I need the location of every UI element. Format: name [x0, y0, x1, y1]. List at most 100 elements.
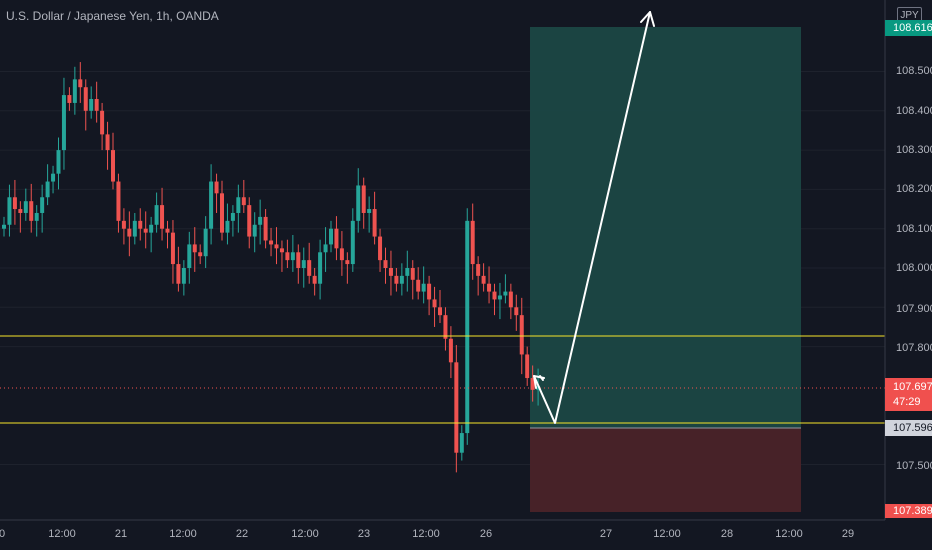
entry-price-label: 107.596: [885, 420, 932, 436]
candle-up: [181, 268, 186, 284]
candle-up: [367, 209, 372, 213]
candle-up: [252, 224, 257, 237]
candle-down: [176, 264, 181, 284]
candle-down: [443, 315, 448, 339]
time-tick: 12:00: [775, 528, 803, 540]
profit-zone: [530, 27, 801, 428]
projection-arrow[interactable]: [533, 11, 655, 424]
candle-up: [497, 295, 502, 300]
candle-down: [487, 283, 492, 292]
candle-down: [160, 205, 165, 229]
candle-up: [56, 150, 61, 174]
chart-title: U.S. Dollar / Japanese Yen, 1h, OANDA: [6, 9, 219, 23]
candle-up: [503, 291, 508, 296]
time-tick: 29: [841, 528, 855, 540]
candle-down: [263, 216, 268, 241]
candle-up: [230, 212, 235, 221]
candle-down: [383, 260, 388, 268]
candle-up: [34, 212, 39, 221]
candle-up: [350, 220, 355, 265]
time-tick: 12:00: [291, 528, 319, 540]
time-tick: 0: [0, 528, 6, 540]
candle-down: [198, 252, 203, 257]
candle-up: [203, 228, 208, 257]
time-tick: 12:00: [48, 528, 76, 540]
candle-down: [29, 201, 34, 221]
candle-down: [296, 252, 301, 268]
time-tick: 28: [720, 528, 734, 540]
candle-up: [23, 201, 28, 213]
current-price-value: 107.697: [893, 381, 932, 393]
candle-down: [454, 362, 459, 453]
candle-up: [465, 220, 470, 434]
candle-down: [241, 197, 246, 206]
candle-up: [329, 228, 333, 245]
candle-down: [170, 232, 175, 265]
candle-down: [345, 260, 350, 265]
candle-down: [127, 228, 132, 237]
price-axis[interactable]: [885, 0, 932, 520]
candle-down: [372, 209, 377, 237]
candle-up: [236, 197, 241, 213]
candle-up: [290, 252, 295, 261]
candle-down: [143, 228, 148, 233]
candle-up: [132, 220, 137, 237]
candle-up: [318, 252, 323, 284]
candle-up: [209, 181, 214, 229]
candle-down: [192, 244, 197, 253]
price-tick: 108.500: [896, 65, 932, 77]
time-tick: 12:00: [653, 528, 681, 540]
candle-up: [536, 385, 541, 390]
candles-group: [2, 62, 541, 473]
candle-down: [105, 134, 110, 151]
candle-down: [492, 291, 497, 300]
price-tick: 108.100: [896, 223, 932, 235]
candle-down: [530, 378, 535, 390]
stop-price-label: 107.389: [885, 504, 932, 518]
loss-zone: [530, 428, 801, 512]
candle-up: [356, 185, 361, 221]
candle-down: [470, 220, 475, 265]
candle-up: [2, 224, 6, 229]
time-tick: 22: [235, 528, 249, 540]
target-price-label: 108.616: [885, 20, 932, 36]
candle-up: [89, 99, 94, 111]
candle-down: [410, 268, 415, 280]
price-tick: 108.000: [896, 262, 932, 274]
candle-down: [214, 181, 219, 194]
candle-down: [247, 205, 252, 237]
time-tick: 12:00: [412, 528, 440, 540]
time-tick: 12:00: [169, 528, 197, 540]
candle-up: [7, 197, 12, 225]
candle-down: [525, 354, 530, 379]
candle-down: [274, 244, 279, 249]
candle-up: [399, 275, 404, 284]
candle-down: [394, 275, 399, 284]
time-tick: 23: [357, 528, 371, 540]
candle-down: [67, 95, 72, 103]
candle-down: [269, 240, 274, 245]
candle-up: [323, 244, 328, 253]
candle-up: [51, 173, 56, 182]
candle-down: [519, 315, 524, 355]
candle-down: [78, 79, 83, 88]
candle-down: [339, 248, 344, 261]
candle-down: [116, 181, 121, 221]
time-tick: 21: [114, 528, 128, 540]
candle-down: [18, 209, 23, 213]
candle-up: [258, 216, 263, 225]
candle-countdown: 47:29: [893, 396, 921, 408]
candle-up: [154, 205, 159, 225]
candle-up: [40, 197, 45, 213]
candle-down: [83, 87, 88, 111]
candle-down: [476, 264, 481, 276]
candle-down: [432, 299, 437, 308]
candle-up: [187, 244, 192, 268]
current-price-label: 107.697 47:29: [885, 378, 932, 411]
candle-down: [361, 185, 366, 213]
candle-down: [312, 275, 317, 284]
candle-down: [388, 268, 393, 276]
candle-down: [508, 291, 513, 308]
time-tick: 27: [599, 528, 613, 540]
